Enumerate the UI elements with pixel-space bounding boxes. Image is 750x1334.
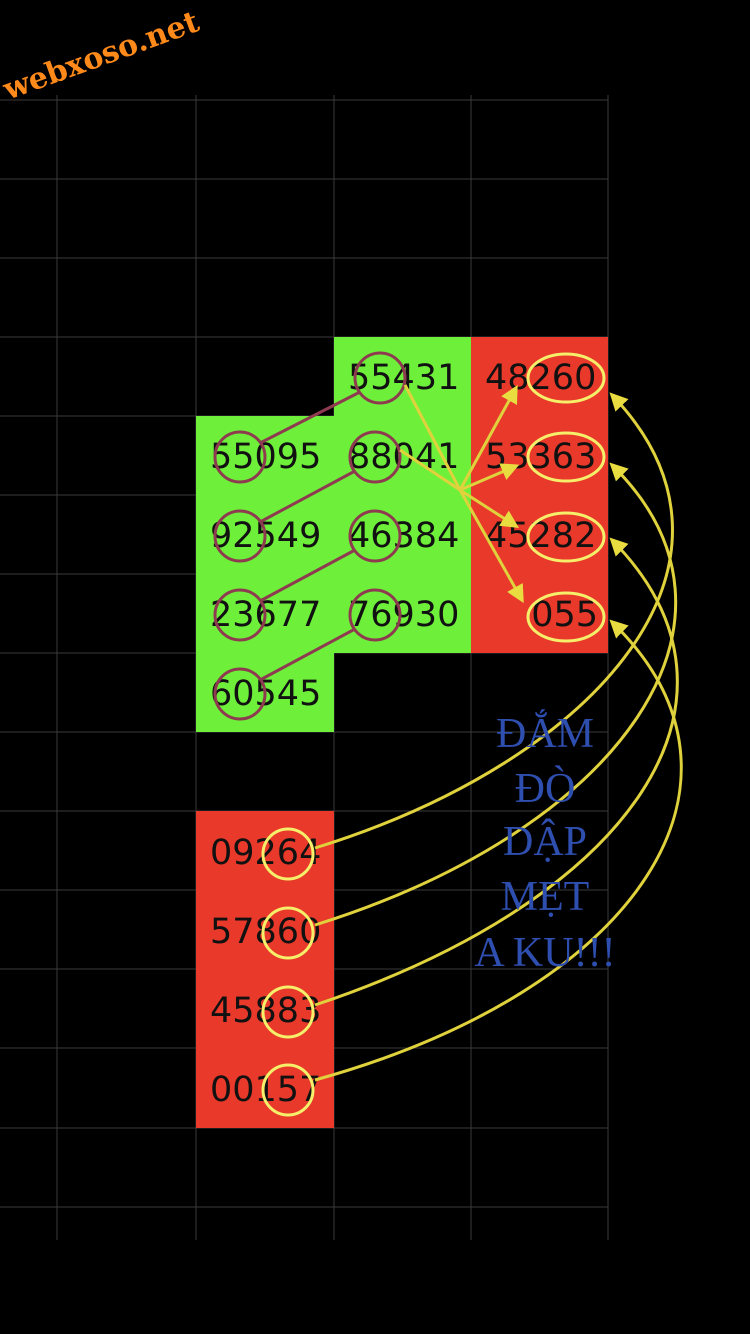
yellow-annotations <box>261 352 683 1117</box>
caption-line: ĐÒ <box>515 765 576 812</box>
maroon-annotations <box>213 351 407 721</box>
cell: 45282 <box>485 516 596 556</box>
cell: 055 <box>531 595 598 635</box>
cell-texts: 55431 55095 88041 92549 46384 23677 7693… <box>210 358 598 1110</box>
caption-line: MẸT <box>501 874 590 920</box>
caption-line: DẬP <box>503 818 587 865</box>
cell: 48260 <box>485 358 596 398</box>
cell: 46384 <box>348 516 459 556</box>
caption-line: A KU!!! <box>474 930 615 976</box>
watermark: webxoso.net <box>0 4 204 108</box>
cell: 88041 <box>348 437 459 477</box>
caption-line: ĐẮM <box>496 709 594 757</box>
caption: ĐẮM ĐÒ DẬP MẸT A KU!!! <box>474 709 615 976</box>
cell: 76930 <box>348 595 459 635</box>
